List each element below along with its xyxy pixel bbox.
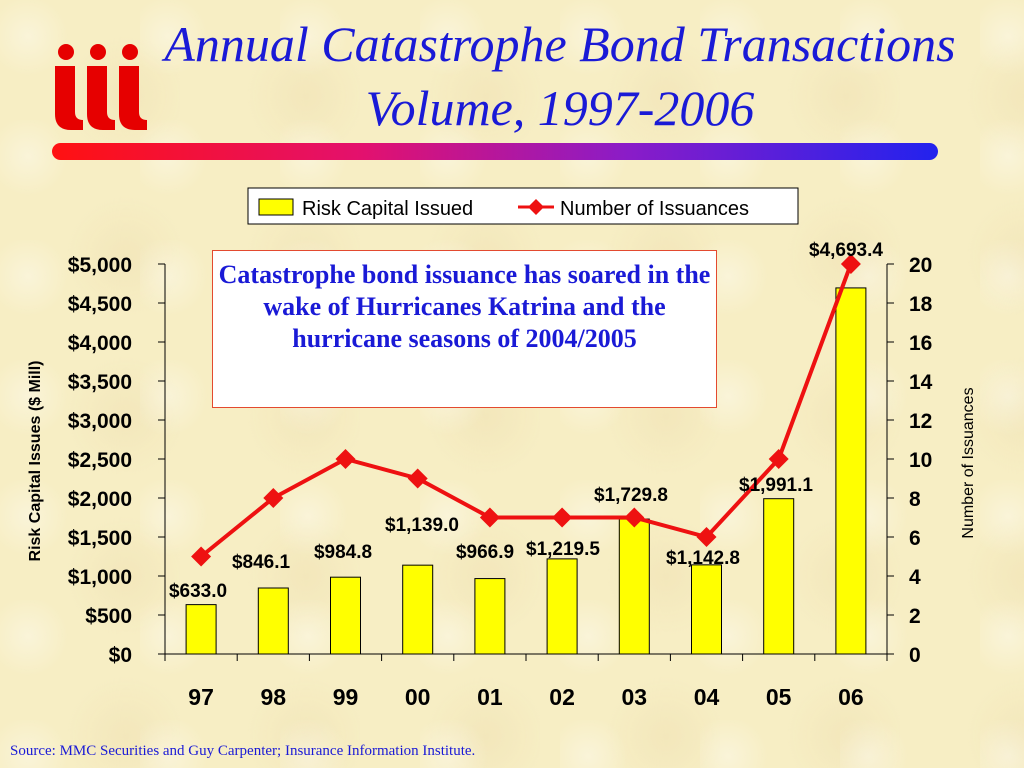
legend-swatch-bar <box>258 198 294 216</box>
y-axis-title-right: Number of Issuances <box>960 387 977 538</box>
bar-risk-capital <box>257 587 289 655</box>
issuance-point <box>768 449 789 469</box>
x-tick-label: 97 <box>188 684 214 710</box>
y-tick-label-left: $500 <box>85 605 132 628</box>
x-tick-label: 00 <box>405 684 431 710</box>
source-note: Source: MMC Securities and Guy Carpenter… <box>10 743 476 759</box>
bar-risk-capital <box>546 558 578 655</box>
issuance-point <box>552 507 573 528</box>
y-tick-label-left: $4,000 <box>68 332 132 355</box>
bar-risk-capital <box>835 287 867 655</box>
issuance-point <box>263 488 284 508</box>
x-tick-label: 99 <box>333 684 359 710</box>
y-tick-label-right: 16 <box>909 332 932 355</box>
x-tick-label: 06 <box>838 684 864 710</box>
y-tick-label-left: $3,500 <box>68 371 132 394</box>
page-title: Annual Catastrophe Bond Transactions Vol… <box>164 16 956 136</box>
y-tick-label-right: 18 <box>909 293 933 316</box>
bar-risk-capital <box>474 578 506 655</box>
title-divider <box>52 143 938 160</box>
y-tick-label-left: $3,000 <box>68 410 132 433</box>
x-tick-label: 03 <box>622 684 648 710</box>
y-tick-label-right: 20 <box>909 254 932 277</box>
issuance-point <box>840 254 861 274</box>
y-tick-label-left: $4,500 <box>68 293 132 316</box>
y-axis-title-left: Risk Capital Issues ($ Mill) <box>27 361 44 562</box>
bar-data-label: $633.0 <box>169 581 227 602</box>
bar-risk-capital <box>618 518 650 655</box>
bar-risk-capital <box>402 564 434 655</box>
bar-risk-capital <box>330 576 361 655</box>
y-tick-label-left: $2,500 <box>68 449 132 472</box>
bar-risk-capital <box>763 498 795 655</box>
issuance-point <box>624 507 645 528</box>
y-tick-label-left: $0 <box>109 644 132 667</box>
issuance-point <box>191 546 212 567</box>
x-tick-label: 01 <box>477 684 503 710</box>
bar-data-label: $4,693.4 <box>809 240 883 261</box>
y-tick-label-left: $5,000 <box>68 254 132 277</box>
issuance-point <box>479 507 500 528</box>
bar-data-label: $984.8 <box>314 542 372 563</box>
y-tick-label-right: 8 <box>909 488 921 511</box>
legend-swatch-marker <box>528 199 544 215</box>
bar-risk-capital <box>691 564 722 655</box>
y-tick-label-right: 4 <box>909 566 921 589</box>
issuance-point <box>407 468 428 489</box>
bar-data-label: $1,142.8 <box>666 548 740 569</box>
legend-label-bar: Risk Capital Issued <box>302 198 473 220</box>
y-tick-label-left: $1,500 <box>68 527 132 550</box>
y-tick-label-right: 0 <box>909 644 921 667</box>
y-tick-label-right: 2 <box>909 605 921 628</box>
annotation-box: Catastrophe bond issuance has soared in … <box>212 250 717 408</box>
legend-label-line: Number of Issuances <box>560 198 749 220</box>
y-tick-label-right: 12 <box>909 410 932 433</box>
line-number-of-issuances <box>199 263 853 559</box>
x-tick-label: 04 <box>694 684 720 710</box>
x-tick-label: 02 <box>549 684 575 710</box>
y-tick-label-right: 10 <box>909 449 932 472</box>
bar-data-label: $966.9 <box>456 542 514 563</box>
x-tick-label: 98 <box>261 684 287 710</box>
iii-logo <box>55 44 147 130</box>
bar-data-label: $1,991.1 <box>739 475 813 496</box>
bar-data-label: $1,139.0 <box>385 515 459 536</box>
x-tick-label: 05 <box>766 684 792 710</box>
issuance-point <box>335 449 356 469</box>
bar-risk-capital <box>185 604 217 655</box>
bar-data-label: $1,729.8 <box>594 485 668 506</box>
issuance-point <box>696 527 717 547</box>
bar-data-label: $1,219.5 <box>526 539 600 560</box>
bar-data-label: $846.1 <box>232 552 291 573</box>
y-tick-label-right: 14 <box>909 371 933 394</box>
y-tick-label-right: 6 <box>909 527 921 550</box>
y-tick-label-left: $2,000 <box>68 488 132 511</box>
y-tick-label-left: $1,000 <box>68 566 132 589</box>
